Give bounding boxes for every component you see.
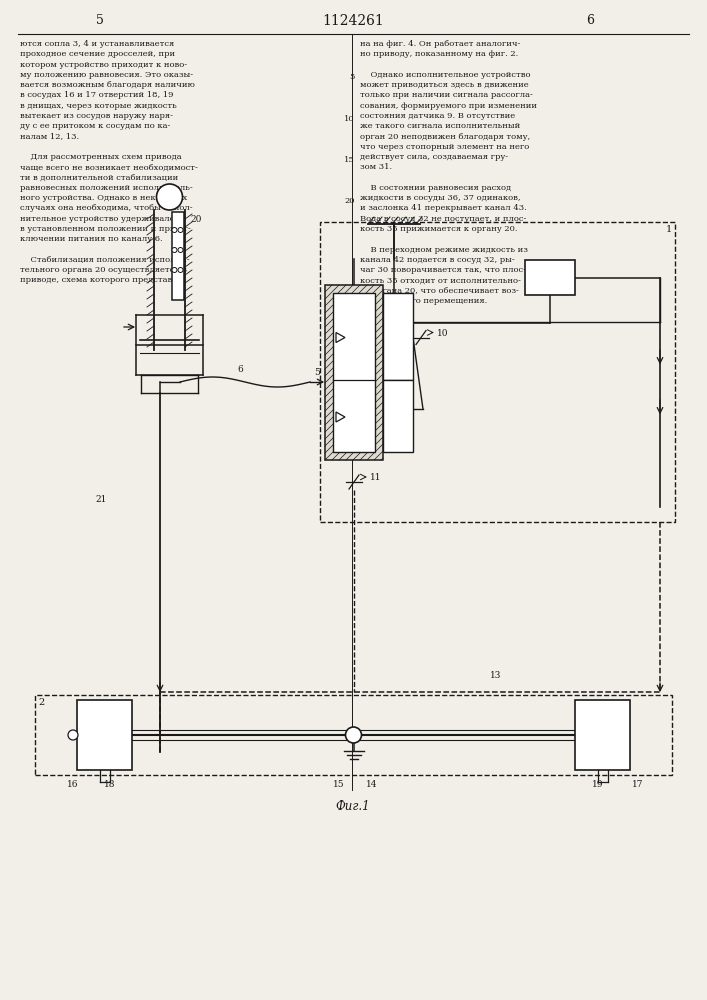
Text: 3: 3	[387, 333, 392, 342]
Text: 4: 4	[387, 413, 393, 422]
Bar	[333, 293, 375, 452]
Text: ются сопла 3, 4 и устанавливается
проходное сечение дросселей, при
котором устро: ются сопла 3, 4 и устанавливается проход…	[20, 40, 198, 284]
Circle shape	[68, 730, 78, 740]
Circle shape	[346, 727, 361, 743]
Text: 11: 11	[370, 474, 382, 483]
Text: 1: 1	[666, 225, 672, 234]
Text: 21: 21	[95, 495, 106, 504]
Text: 1124261: 1124261	[322, 14, 384, 28]
Text: 14: 14	[366, 780, 378, 789]
Bar	[383, 293, 413, 380]
Text: 10: 10	[437, 329, 448, 338]
Text: 19: 19	[592, 780, 603, 789]
Text: 10: 10	[344, 115, 355, 123]
Circle shape	[156, 184, 182, 210]
Bar	[172, 212, 184, 300]
Text: 8: 8	[347, 413, 353, 422]
Text: 15: 15	[344, 156, 355, 164]
Text: 20: 20	[190, 216, 201, 225]
Circle shape	[172, 228, 177, 232]
Text: 20: 20	[344, 197, 355, 205]
Text: 15: 15	[333, 780, 344, 789]
Text: 5: 5	[314, 368, 320, 377]
Bar	[320, 222, 675, 522]
Circle shape	[172, 267, 177, 272]
Circle shape	[178, 267, 183, 272]
Text: Фиг.1: Фиг.1	[336, 800, 370, 813]
Text: 6: 6	[237, 365, 243, 374]
Text: 7: 7	[347, 333, 353, 342]
Circle shape	[178, 247, 183, 252]
Text: 13: 13	[490, 671, 501, 680]
Text: 9: 9	[546, 271, 554, 284]
Bar	[325, 285, 383, 460]
Text: 17: 17	[632, 780, 644, 789]
Bar	[35, 695, 672, 775]
Circle shape	[172, 247, 177, 252]
Text: 2: 2	[38, 698, 45, 707]
Bar	[575, 700, 630, 770]
Text: 16: 16	[67, 780, 78, 789]
Text: 6: 6	[586, 14, 594, 27]
Text: на на фиг. 4. Он работает аналогич-
но приводу, показанному на фиг. 2.

    Одна: на на фиг. 4. Он работает аналогич- но п…	[360, 40, 537, 305]
Circle shape	[178, 228, 183, 232]
Bar	[77, 700, 132, 770]
Bar	[383, 380, 413, 452]
Text: 5: 5	[350, 73, 355, 81]
Text: 5: 5	[96, 14, 104, 27]
Bar	[525, 260, 575, 295]
Text: 18: 18	[104, 780, 115, 789]
